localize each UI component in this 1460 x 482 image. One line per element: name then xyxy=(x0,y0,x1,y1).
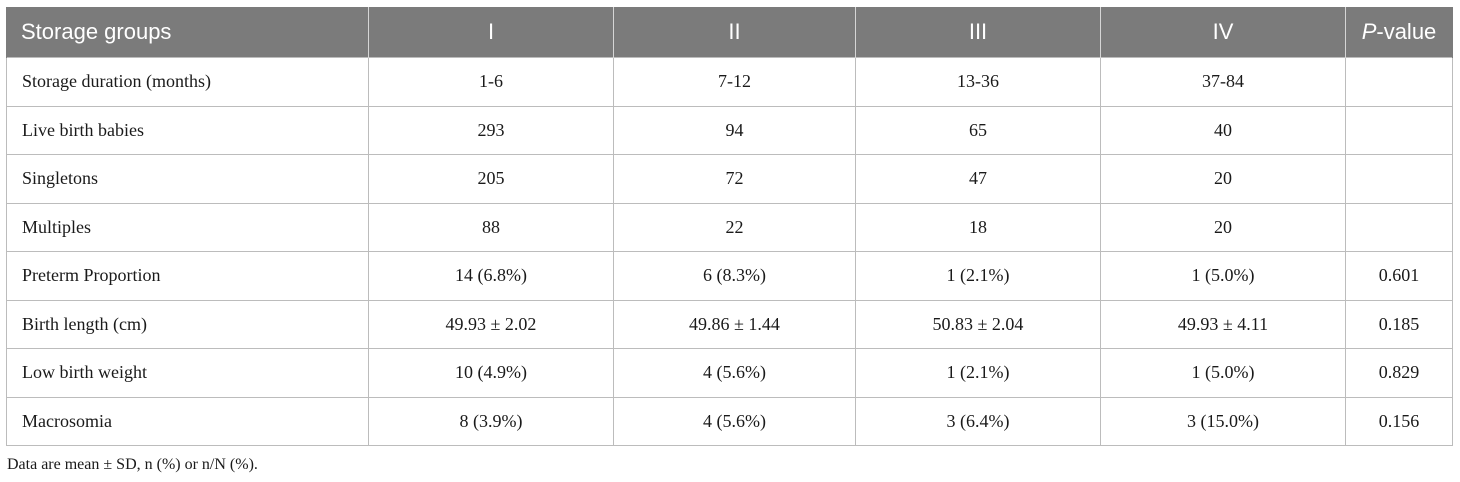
cell-group-i: 14 (6.8%) xyxy=(368,251,614,301)
data-table-container: Storage groups I II III IV P-value Stora… xyxy=(6,7,1453,446)
header-pvalue-suffix: -value xyxy=(1376,19,1437,44)
cell-group-ii: 4 (5.6%) xyxy=(613,396,856,446)
cell-group-iv: 40 xyxy=(1100,105,1346,155)
cell-pvalue: 0.185 xyxy=(1345,299,1453,349)
cell-group-i: 49.93 ± 2.02 xyxy=(368,299,614,349)
header-group-ii: II xyxy=(613,7,856,58)
cell-pvalue xyxy=(1345,105,1453,155)
cell-pvalue xyxy=(1345,154,1453,204)
table-row: Multiples 88 22 18 20 xyxy=(6,202,1453,252)
row-label: Low birth weight xyxy=(6,348,369,398)
header-row: Storage groups I II III IV P-value xyxy=(6,7,1453,58)
cell-group-i: 1-6 xyxy=(368,57,614,107)
table-row: Singletons 205 72 47 20 xyxy=(6,154,1453,204)
cell-pvalue: 0.601 xyxy=(1345,251,1453,301)
cell-group-iv: 1 (5.0%) xyxy=(1100,348,1346,398)
cell-group-iii: 1 (2.1%) xyxy=(855,348,1101,398)
row-label: Singletons xyxy=(6,154,369,204)
cell-group-ii: 22 xyxy=(613,202,856,252)
row-label: Storage duration (months) xyxy=(6,57,369,107)
table-row: Preterm Proportion 14 (6.8%) 6 (8.3%) 1 … xyxy=(6,251,1453,301)
row-label: Preterm Proportion xyxy=(6,251,369,301)
cell-group-i: 10 (4.9%) xyxy=(368,348,614,398)
cell-group-iv: 20 xyxy=(1100,202,1346,252)
cell-group-ii: 72 xyxy=(613,154,856,204)
cell-group-iv: 3 (15.0%) xyxy=(1100,396,1346,446)
row-label: Birth length (cm) xyxy=(6,299,369,349)
row-label: Macrosomia xyxy=(6,396,369,446)
cell-group-iv: 20 xyxy=(1100,154,1346,204)
cell-group-iv: 1 (5.0%) xyxy=(1100,251,1346,301)
row-label: Multiples xyxy=(6,202,369,252)
cell-group-ii: 94 xyxy=(613,105,856,155)
header-group-iii: III xyxy=(855,7,1101,58)
table-footnote: Data are mean ± SD, n (%) or n/N (%). xyxy=(7,456,258,473)
cell-group-ii: 6 (8.3%) xyxy=(613,251,856,301)
cell-group-i: 88 xyxy=(368,202,614,252)
table-row: Macrosomia 8 (3.9%) 4 (5.6%) 3 (6.4%) 3 … xyxy=(6,396,1453,446)
table-row: Birth length (cm) 49.93 ± 2.02 49.86 ± 1… xyxy=(6,299,1453,349)
header-group-iv: IV xyxy=(1100,7,1346,58)
cell-group-ii: 4 (5.6%) xyxy=(613,348,856,398)
header-pvalue: P-value xyxy=(1345,7,1453,58)
table-row: Live birth babies 293 94 65 40 xyxy=(6,105,1453,155)
cell-group-iii: 65 xyxy=(855,105,1101,155)
header-storage-groups: Storage groups xyxy=(6,7,369,58)
table-header: Storage groups I II III IV P-value xyxy=(6,7,1453,58)
cell-group-ii: 49.86 ± 1.44 xyxy=(613,299,856,349)
table-body: Storage duration (months) 1-6 7-12 13-36… xyxy=(6,57,1453,446)
storage-groups-table: Storage groups I II III IV P-value Stora… xyxy=(6,7,1453,446)
header-group-i: I xyxy=(368,7,614,58)
cell-group-iv: 49.93 ± 4.11 xyxy=(1100,299,1346,349)
cell-pvalue xyxy=(1345,57,1453,107)
cell-group-i: 205 xyxy=(368,154,614,204)
cell-group-i: 293 xyxy=(368,105,614,155)
cell-pvalue: 0.829 xyxy=(1345,348,1453,398)
cell-group-i: 8 (3.9%) xyxy=(368,396,614,446)
cell-pvalue: 0.156 xyxy=(1345,396,1453,446)
cell-group-iii: 47 xyxy=(855,154,1101,204)
cell-group-iv: 37-84 xyxy=(1100,57,1346,107)
table-row: Low birth weight 10 (4.9%) 4 (5.6%) 1 (2… xyxy=(6,348,1453,398)
cell-group-iii: 13-36 xyxy=(855,57,1101,107)
cell-group-iii: 3 (6.4%) xyxy=(855,396,1101,446)
table-row: Storage duration (months) 1-6 7-12 13-36… xyxy=(6,57,1453,107)
cell-group-ii: 7-12 xyxy=(613,57,856,107)
header-pvalue-italic: P xyxy=(1361,19,1377,44)
row-label: Live birth babies xyxy=(6,105,369,155)
cell-group-iii: 1 (2.1%) xyxy=(855,251,1101,301)
cell-group-iii: 18 xyxy=(855,202,1101,252)
cell-group-iii: 50.83 ± 2.04 xyxy=(855,299,1101,349)
cell-pvalue xyxy=(1345,202,1453,252)
